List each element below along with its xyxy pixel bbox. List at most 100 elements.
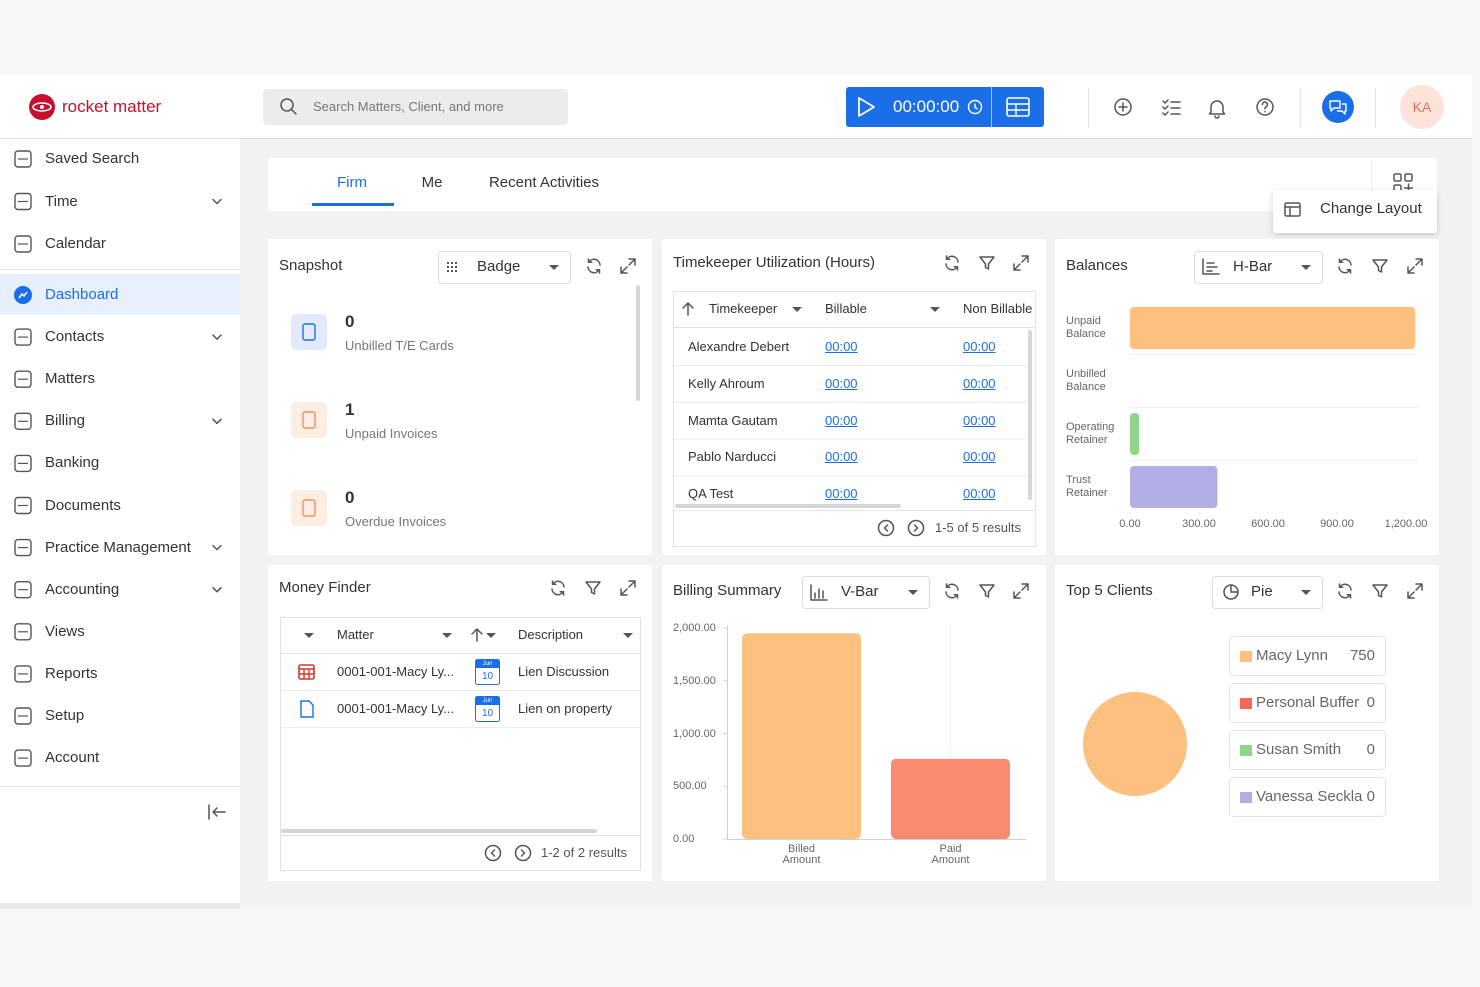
help-icon[interactable] <box>1256 98 1274 116</box>
dropdown[interactable] <box>1212 576 1323 609</box>
legend-label[interactable]: Vanessa Seckla <box>1256 788 1363 805</box>
change-layout-menu[interactable] <box>1273 190 1437 233</box>
timer-button[interactable] <box>858 97 875 117</box>
time-link[interactable]: 00:00 <box>963 339 996 354</box>
legend-item[interactable] <box>1229 730 1386 770</box>
change-layout[interactable]: Change Layout <box>1320 200 1422 217</box>
nav-item[interactable]: Calendar <box>45 235 106 252</box>
column-header[interactable]: Matter <box>337 627 374 642</box>
nav-item[interactable]: Saved Search <box>45 150 140 167</box>
search-box[interactable] <box>290 108 297 115</box>
nav-item[interactable]: Billing <box>45 412 86 430</box>
nav-item[interactable]: Banking <box>45 454 100 472</box>
time-link[interactable]: 00:00 <box>963 449 996 465</box>
dropdown[interactable] <box>438 251 1323 609</box>
tab[interactable]: Recent Activities <box>488 174 600 191</box>
bar <box>1130 307 1416 349</box>
column-header[interactable]: Non Billable <box>963 301 1033 316</box>
nav-item[interactable]: Account <box>45 749 100 767</box>
nav-item[interactable]: Setup <box>45 707 85 724</box>
change-layout-menu[interactable] <box>1273 190 1437 233</box>
chat-button[interactable] <box>1329 100 1347 115</box>
column-header[interactable]: Timekeeper <box>709 301 778 316</box>
dropdown-value[interactable]: Pie <box>1251 583 1273 600</box>
timer-button[interactable] <box>967 99 983 115</box>
change-layout-menu[interactable] <box>1284 202 1301 217</box>
legend-item[interactable] <box>1229 636 1386 676</box>
legend-label[interactable]: Macy Lynn <box>1256 647 1328 664</box>
time-link[interactable]: 00:00 <box>825 449 858 465</box>
tasks-icon[interactable] <box>1162 99 1181 116</box>
logo-icon[interactable] <box>32 102 52 112</box>
timer-button[interactable] <box>1007 103 1029 116</box>
nav-item[interactable]: Dashboard <box>45 286 119 303</box>
timer-display[interactable]: 00:00:00 <box>893 97 960 116</box>
add-icon[interactable] <box>1114 98 1132 116</box>
avatar-circle[interactable] <box>1400 85 1444 129</box>
tab[interactable]: Firm <box>337 174 367 191</box>
help-icon[interactable] <box>1256 98 1274 116</box>
logo-text[interactable]: rocket matter <box>62 97 162 116</box>
tab[interactable]: Me <box>421 174 443 191</box>
legend-item[interactable] <box>1229 777 1386 817</box>
nav-icon <box>18 291 28 299</box>
legend-item[interactable] <box>1229 683 1386 723</box>
dropdown-value[interactable]: V-Bar <box>841 583 879 600</box>
add-icon[interactable] <box>1118 102 1128 112</box>
time-link[interactable]: 00:00 <box>963 486 996 502</box>
dropdown[interactable] <box>1202 258 1220 275</box>
nav-item[interactable]: Matters <box>45 370 96 388</box>
notification-icon[interactable] <box>1208 100 1226 119</box>
nav-item[interactable]: Practice Management <box>45 538 191 556</box>
time-link[interactable]: 00:00 <box>825 375 858 391</box>
nav-item[interactable]: Accounting <box>45 580 120 598</box>
timer-button[interactable] <box>846 87 1044 127</box>
layout-button[interactable] <box>1404 173 1413 182</box>
help-icon[interactable] <box>1261 101 1269 113</box>
nav-item[interactable]: Views <box>45 622 85 640</box>
logo-icon[interactable] <box>29 94 55 120</box>
dropdown[interactable] <box>810 584 828 601</box>
chat-button[interactable] <box>1322 91 1354 123</box>
time-link[interactable]: 00:00 <box>963 375 996 391</box>
avatar-circle[interactable] <box>1400 85 1444 129</box>
time-link[interactable]: 00:00 <box>825 486 858 502</box>
time-link[interactable]: 00:00 <box>963 412 996 428</box>
nav-item[interactable]: Time <box>45 192 78 210</box>
dropdown-value[interactable]: H-Bar <box>1233 258 1273 275</box>
search-box[interactable] <box>263 89 568 125</box>
dropdown-value[interactable]: Badge <box>477 258 521 275</box>
dropdown[interactable] <box>438 251 571 284</box>
collapse-sidebar[interactable] <box>208 804 226 820</box>
legend-label[interactable]: Susan Smith <box>1256 741 1342 758</box>
timer-button[interactable] <box>1006 97 1030 117</box>
add-icon[interactable] <box>1114 98 1132 116</box>
layout-button[interactable] <box>1393 173 1402 182</box>
cell[interactable]: 0001-001-Macy Ly... <box>337 664 455 679</box>
dropdown[interactable] <box>802 576 930 609</box>
legend-label[interactable]: Personal Buffer <box>1256 694 1360 711</box>
timer-button[interactable] <box>974 103 978 110</box>
collapse-sidebar[interactable] <box>208 804 226 820</box>
chat-button[interactable] <box>1322 91 1354 123</box>
cell[interactable]: 0001-001-Macy Ly... <box>337 701 455 716</box>
avatar-initials[interactable]: KA <box>1412 99 1432 115</box>
nav-item[interactable]: Contacts <box>45 328 105 346</box>
notification-icon[interactable] <box>1208 100 1226 119</box>
logo-icon[interactable] <box>40 105 44 109</box>
dropdown[interactable] <box>1230 584 1239 593</box>
time-link[interactable]: 00:00 <box>825 412 858 428</box>
timer-button[interactable] <box>846 87 1044 127</box>
nav-item[interactable]: Reports <box>45 664 98 682</box>
time-link[interactable]: 00:00 <box>825 339 858 354</box>
search-placeholder[interactable]: Search Matters, Client, and more <box>313 99 504 114</box>
column-header[interactable]: Billable <box>825 301 867 316</box>
search-box[interactable] <box>263 89 568 125</box>
dropdown[interactable] <box>447 262 457 272</box>
tasks-icon[interactable] <box>1162 99 1181 116</box>
nav-item[interactable]: Documents <box>45 496 121 514</box>
search-box[interactable] <box>280 98 294 112</box>
dropdown[interactable] <box>1194 251 1323 284</box>
change-layout-menu[interactable] <box>1284 206 1301 217</box>
column-header[interactable]: Description <box>518 627 584 642</box>
